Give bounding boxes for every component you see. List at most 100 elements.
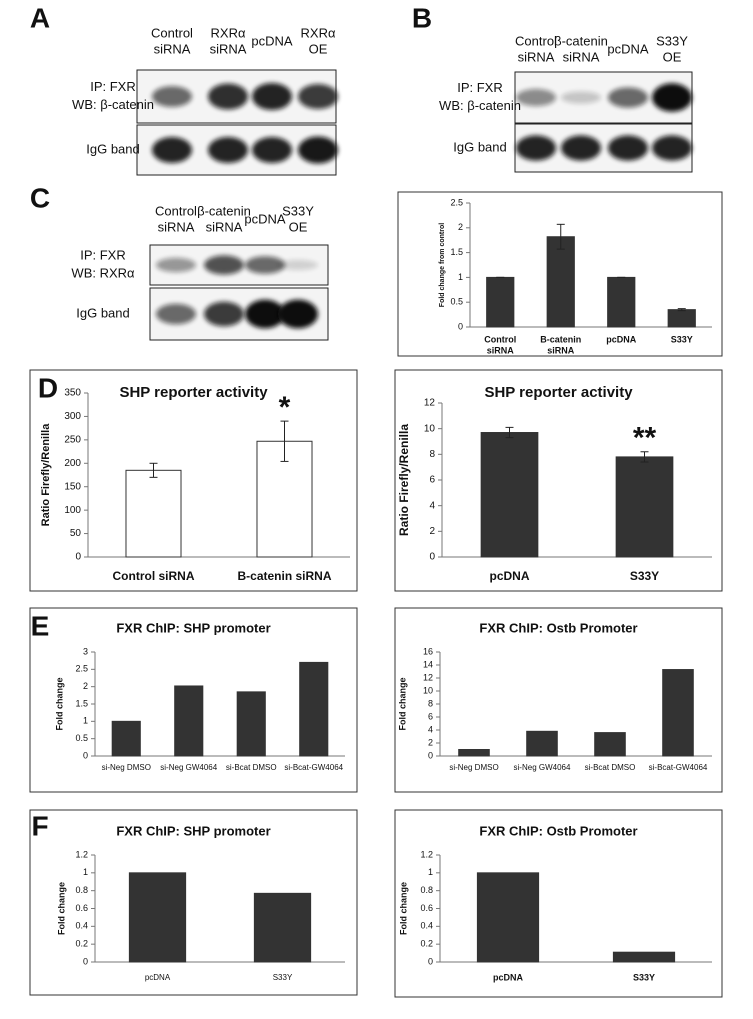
blot-band bbox=[204, 301, 244, 327]
chart-title: FXR ChIP: SHP promoter bbox=[116, 823, 270, 838]
lane-label: β-catenin bbox=[197, 203, 251, 218]
x-tick-label: B-catenin siRNA bbox=[237, 569, 331, 583]
y-tick-label: 1 bbox=[458, 272, 463, 282]
y-tick-label: 1.2 bbox=[75, 849, 88, 859]
lane-label: siRNA bbox=[158, 219, 195, 234]
chart-title: FXR ChIP: SHP promoter bbox=[116, 620, 270, 635]
y-tick-label: 2 bbox=[429, 526, 435, 537]
error-bar bbox=[677, 308, 686, 312]
panel-label: A bbox=[30, 2, 50, 33]
y-axis-label: Fold change bbox=[397, 677, 407, 730]
blot-band bbox=[278, 259, 318, 271]
y-tick-label: 4 bbox=[429, 500, 435, 511]
y-tick-label: 0 bbox=[428, 750, 433, 760]
y-tick-label: 0 bbox=[429, 552, 435, 563]
error-bar bbox=[149, 462, 158, 478]
x-tick-label: Control siRNA bbox=[113, 569, 195, 583]
y-tick-label: 200 bbox=[64, 458, 81, 469]
bar bbox=[299, 661, 329, 757]
blot-band bbox=[208, 83, 248, 110]
blot-band bbox=[516, 88, 556, 107]
blot-band bbox=[561, 91, 601, 104]
row-label: IgG band bbox=[76, 305, 130, 320]
blot-band bbox=[516, 135, 556, 161]
bar bbox=[615, 456, 674, 558]
chart-title: SHP reporter activity bbox=[484, 384, 633, 401]
blot-band bbox=[245, 256, 285, 274]
y-tick-label: 50 bbox=[70, 528, 82, 539]
chart-frame bbox=[394, 809, 723, 998]
panel-label: E bbox=[31, 610, 50, 641]
y-tick-label: 1 bbox=[83, 867, 88, 877]
x-tick-label: S33Y bbox=[273, 973, 293, 982]
bar bbox=[174, 685, 204, 757]
panel-label: B bbox=[412, 2, 432, 33]
y-tick-label: 0 bbox=[83, 956, 88, 966]
y-axis-label: Fold change bbox=[54, 677, 64, 730]
row-label: WB: β-catenin bbox=[72, 97, 154, 112]
x-tick-label: pcDNA bbox=[606, 334, 637, 344]
bar bbox=[612, 951, 676, 963]
error-bar bbox=[556, 223, 565, 250]
y-tick-label: 3 bbox=[83, 646, 88, 656]
chart-title: SHP reporter activity bbox=[119, 384, 268, 401]
y-tick-label: 0.8 bbox=[420, 885, 433, 895]
significance-mark: ** bbox=[633, 422, 657, 455]
y-tick-label: 0.5 bbox=[75, 733, 88, 743]
row-label: IgG band bbox=[86, 141, 140, 156]
lane-label: siRNA bbox=[518, 49, 555, 64]
lane-label: pcDNA bbox=[251, 33, 293, 48]
lane-label: β-catenin bbox=[554, 33, 608, 48]
y-tick-label: 0.2 bbox=[420, 939, 433, 949]
x-tick-label: si-Bcat DMSO bbox=[226, 763, 277, 772]
x-tick-label: pcDNA bbox=[493, 972, 524, 982]
lane-label: pcDNA bbox=[607, 41, 649, 56]
bar bbox=[476, 872, 540, 963]
blot-band bbox=[252, 137, 292, 163]
lane-label: siRNA bbox=[154, 41, 191, 56]
chart-frame bbox=[394, 607, 723, 793]
y-tick-label: 12 bbox=[423, 672, 433, 682]
x-tick-label: B-catenin bbox=[540, 334, 581, 344]
y-tick-label: 12 bbox=[424, 398, 436, 409]
x-tick-label: si-Neg DMSO bbox=[449, 763, 498, 772]
blot-band bbox=[608, 135, 648, 161]
y-tick-label: 0 bbox=[83, 750, 88, 760]
y-tick-label: 10 bbox=[424, 423, 436, 434]
blot-band bbox=[652, 83, 692, 112]
y-tick-label: 8 bbox=[428, 698, 433, 708]
blot-band bbox=[152, 86, 192, 107]
blot-band bbox=[156, 303, 196, 325]
blot-band bbox=[652, 135, 692, 161]
lane-label: OE bbox=[663, 49, 682, 64]
y-tick-label: 150 bbox=[64, 481, 81, 492]
y-tick-label: 1.5 bbox=[75, 698, 88, 708]
x-tick-label: siRNA bbox=[547, 345, 575, 355]
blot-band bbox=[208, 137, 248, 163]
x-tick-label: si-Neg GW4064 bbox=[514, 763, 571, 772]
y-tick-label: 2 bbox=[83, 681, 88, 691]
y-axis-label: Ratio Firefly/Renilla bbox=[40, 423, 52, 527]
x-tick-label: pcDNA bbox=[145, 973, 171, 982]
y-axis-label: Fold change bbox=[56, 882, 66, 935]
x-tick-label: si-Neg GW4064 bbox=[160, 763, 217, 772]
y-tick-label: 0 bbox=[75, 552, 81, 563]
significance-mark: * bbox=[279, 391, 291, 424]
y-tick-label: 2.5 bbox=[450, 197, 463, 207]
bar bbox=[125, 469, 182, 558]
chart-frame bbox=[29, 809, 358, 996]
y-tick-label: 1 bbox=[83, 716, 88, 726]
y-tick-label: 0 bbox=[428, 956, 433, 966]
bar bbox=[480, 432, 539, 558]
x-tick-label: pcDNA bbox=[489, 569, 529, 583]
y-tick-label: 0.6 bbox=[75, 903, 88, 913]
y-tick-label: 350 bbox=[64, 388, 81, 399]
y-tick-label: 14 bbox=[423, 659, 433, 669]
blot-band bbox=[156, 257, 196, 273]
lane-label: S33Y bbox=[282, 203, 314, 218]
bar bbox=[111, 720, 141, 757]
bar bbox=[662, 669, 694, 757]
y-tick-label: 0.4 bbox=[420, 921, 433, 931]
blot-band bbox=[278, 299, 318, 329]
